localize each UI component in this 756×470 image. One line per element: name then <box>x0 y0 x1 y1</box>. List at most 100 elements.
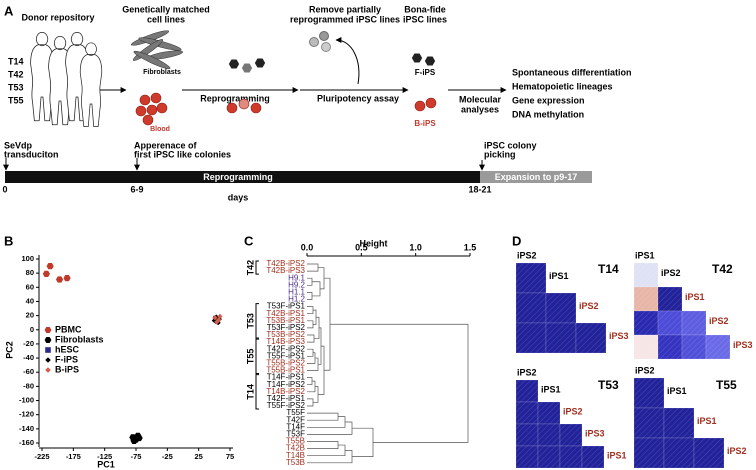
dendrogram-link <box>307 380 316 393</box>
donor-silhouettes <box>30 31 103 127</box>
cell <box>319 31 329 41</box>
legend-label: B-iPS <box>55 364 79 374</box>
leaf-label: T55F-iPS2 <box>267 401 306 410</box>
group-bracket <box>255 374 259 410</box>
blood-cell <box>139 94 151 106</box>
x-axis-label: PC1 <box>97 459 115 469</box>
leaf-label: T53F-iPS1 <box>267 302 306 311</box>
legend-swatch <box>45 367 51 373</box>
blood-cell <box>150 92 162 104</box>
heatmap-row-label: iPS1 <box>697 416 717 426</box>
removed-cells <box>309 31 331 52</box>
x-tick-label: 75 <box>226 452 234 461</box>
blood-cell <box>146 104 158 116</box>
phase-bar <box>5 171 480 183</box>
cell-texture <box>538 402 560 424</box>
cell-lines-title: Genetically matched <box>122 4 210 14</box>
cell-texture <box>706 335 730 359</box>
cell-texture <box>516 293 546 323</box>
heatmap-row-label: iPS1 <box>541 384 561 394</box>
event-label: first iPSC like colonies <box>134 149 231 159</box>
cell <box>414 100 426 112</box>
leaf-label: T53B-iPS2 <box>266 330 305 339</box>
donor-id: T55 <box>8 95 24 105</box>
x-tick-label: -175 <box>66 452 81 461</box>
cell-texture <box>560 424 582 446</box>
point <box>216 317 222 323</box>
heatmap-top-label: iPS2 <box>517 250 537 260</box>
b-ips-label: B-iPS <box>414 119 436 128</box>
y-tick-label: 20 <box>26 311 34 320</box>
cell-texture <box>560 446 582 468</box>
heatmap-row-label: iPS3 <box>733 340 753 350</box>
cell-texture <box>516 424 538 446</box>
dendrogram-link <box>314 316 320 339</box>
dendrogram-link <box>313 386 319 403</box>
leaf-label: T14B <box>286 451 305 460</box>
leaf-label: T42B-iPS3 <box>266 266 305 275</box>
point <box>217 313 223 319</box>
heatmap-row-label: iPS2 <box>661 268 681 278</box>
heatmap-row-label: iPS1 <box>549 271 569 281</box>
dendrogram-link <box>307 357 319 371</box>
group-label: T42 <box>245 260 255 276</box>
panel-label: C <box>244 233 254 248</box>
event-label: SeVdp <box>4 140 33 150</box>
point <box>130 437 138 444</box>
cell <box>250 102 262 114</box>
leaf-label: T55F-iPS1 <box>267 351 306 360</box>
leaf-label: T55B <box>286 437 305 446</box>
y-tick-label: 40 <box>26 296 34 305</box>
x-tick-label: -125 <box>97 452 112 461</box>
cell <box>411 53 423 63</box>
reprogramming-label: Reprogramming <box>200 93 270 103</box>
dendrogram-link <box>324 277 331 371</box>
f-ips-label: F-iPS <box>415 68 436 77</box>
point <box>55 276 64 283</box>
b-ips-cells <box>414 97 437 112</box>
heatmap-row-label: iPS2 <box>709 316 729 326</box>
point <box>42 270 50 277</box>
cell-texture <box>516 402 538 424</box>
dendrogram-link <box>307 444 346 457</box>
legend-label: F-iPS <box>55 354 78 364</box>
heatmap-title: T42 <box>712 262 733 276</box>
cell-texture <box>546 293 576 323</box>
cell-texture <box>634 438 664 468</box>
cell-texture <box>634 378 664 408</box>
cell-texture <box>634 335 658 359</box>
y-tick-label: 0 <box>30 325 34 334</box>
reprogrammed-cells <box>226 58 266 114</box>
leaf-label: T53B <box>286 458 305 467</box>
leaf-label: T53F <box>286 430 305 439</box>
dendrogram-link <box>330 323 469 443</box>
cell-texture <box>516 380 538 402</box>
y-tick-label: -100 <box>19 396 34 405</box>
dendrogram-link <box>307 412 339 421</box>
y-tick-label: 100 <box>21 254 34 263</box>
cell-texture <box>682 311 706 335</box>
heatmap-row-label: iPS1 <box>685 292 705 302</box>
day-mark: 18-21 <box>468 184 491 194</box>
cell <box>309 37 319 47</box>
cell <box>425 97 437 109</box>
panel-label: A <box>4 3 14 18</box>
y-tick-label: -140 <box>19 424 34 433</box>
dendrogram-link <box>307 416 346 428</box>
leaf-label: T42F-iPS2 <box>267 344 306 353</box>
event-label: Apperenace of <box>134 140 198 150</box>
leaf-label: T14B-iPS3 <box>266 337 305 346</box>
cell-texture <box>658 335 682 359</box>
blood-cell <box>135 105 147 117</box>
pluripotency-label: Pluripotency assay <box>317 93 399 103</box>
leaf-label: T14F-iPS2 <box>267 380 306 389</box>
leaf-label: T14F <box>286 422 305 431</box>
y-tick-label: -60 <box>23 367 34 376</box>
panel-label: B <box>4 233 13 248</box>
fibroblast-icon <box>130 30 183 70</box>
x-tick-label: -25 <box>162 452 173 461</box>
outcome: Spontaneous differentiation <box>512 67 632 77</box>
legend-swatch <box>45 347 51 353</box>
dendrogram-link <box>307 377 313 386</box>
